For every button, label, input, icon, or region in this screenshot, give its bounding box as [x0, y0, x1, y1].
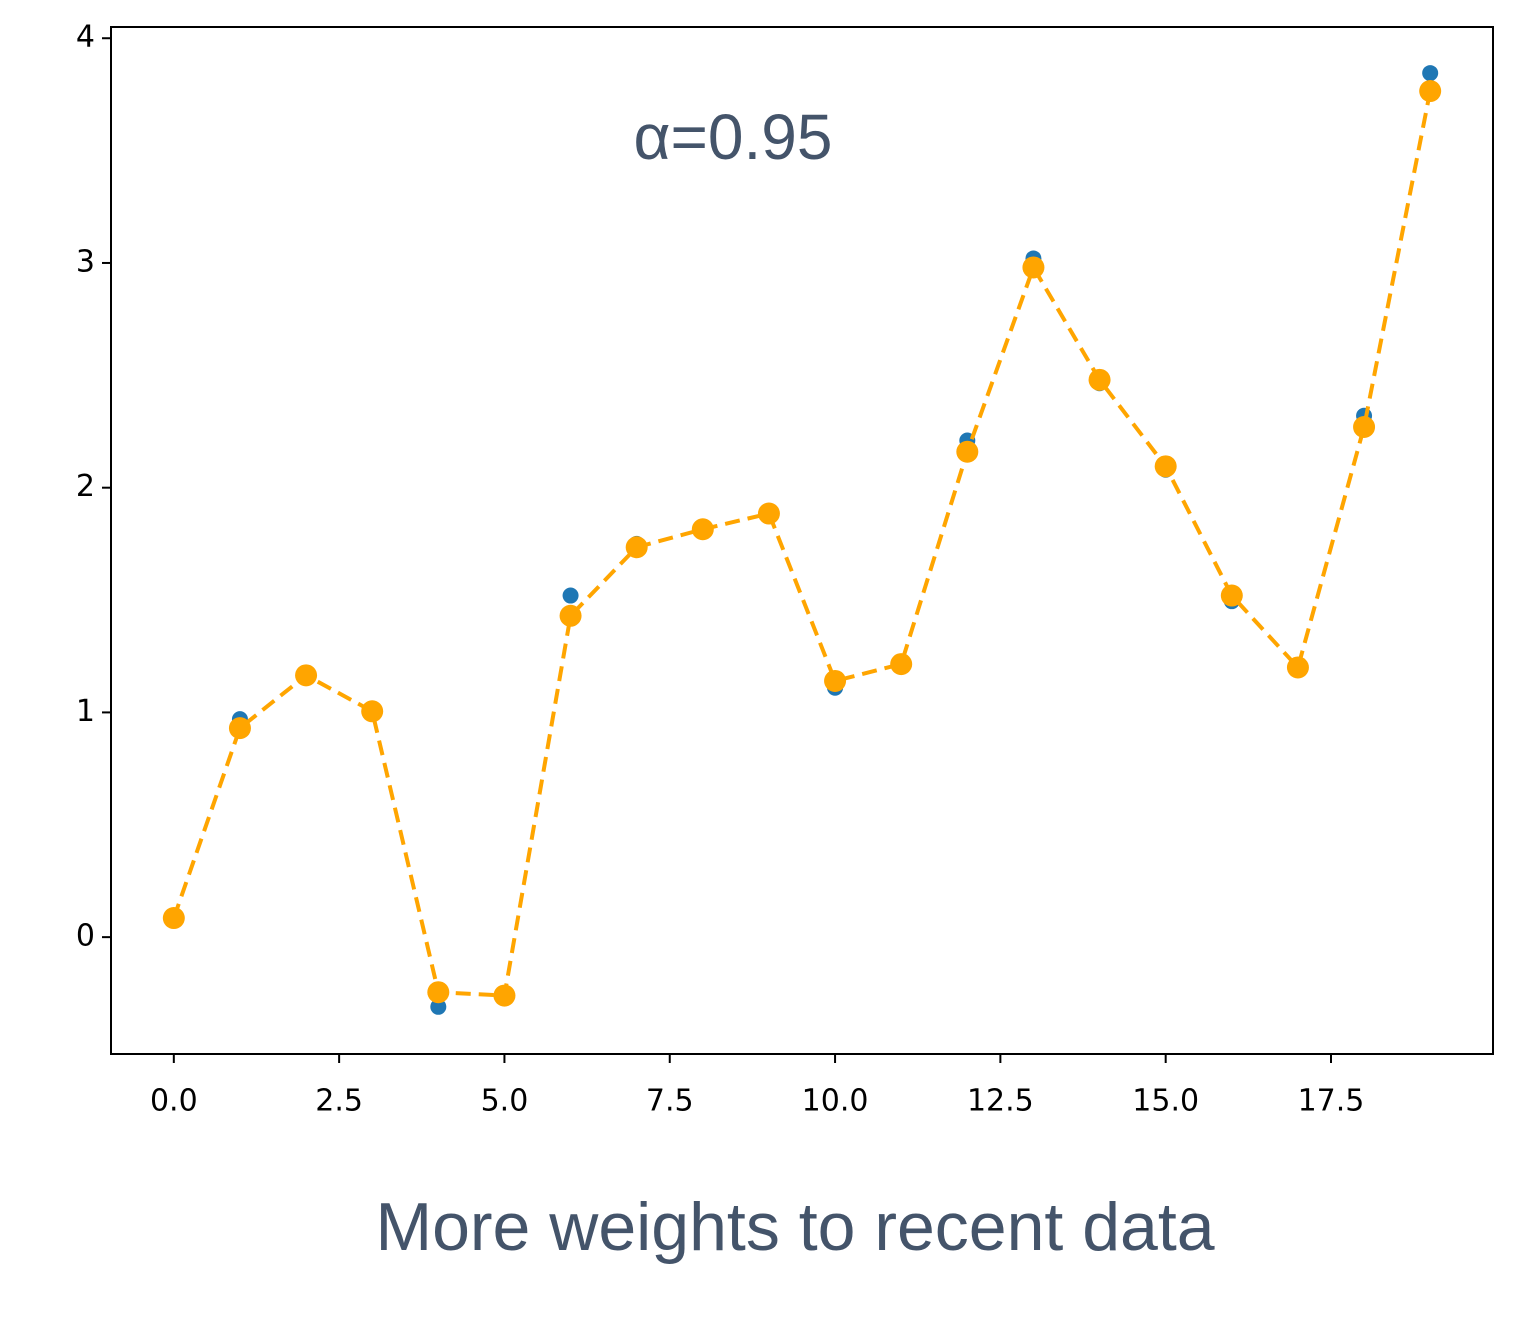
point	[295, 664, 318, 687]
point	[625, 536, 648, 559]
point	[162, 907, 185, 930]
x-tick-label: 7.5	[646, 1084, 694, 1119]
point	[1154, 455, 1177, 478]
y-tick-label: 1	[76, 694, 95, 729]
point	[228, 717, 251, 740]
point	[562, 587, 579, 604]
point	[1353, 416, 1376, 439]
point	[1422, 65, 1439, 82]
point	[493, 984, 516, 1007]
x-tick-label: 10.0	[802, 1084, 869, 1119]
point	[1419, 80, 1442, 103]
y-tick-label: 0	[76, 919, 95, 954]
x-tick-label: 5.0	[481, 1084, 529, 1119]
x-tick-label: 17.5	[1298, 1084, 1365, 1119]
point	[1022, 256, 1045, 279]
point	[890, 653, 913, 676]
y-tick-label: 4	[76, 20, 95, 55]
point	[427, 981, 450, 1004]
x-tick-label: 0.0	[150, 1084, 198, 1119]
point	[691, 518, 714, 541]
caption: More weights to recent data	[375, 1189, 1214, 1265]
x-tick-label: 12.5	[967, 1084, 1034, 1119]
point	[430, 998, 447, 1015]
point	[824, 669, 847, 692]
point	[559, 604, 582, 627]
annotation: α=0.95	[634, 101, 833, 173]
point	[757, 502, 780, 525]
y-tick-label: 2	[76, 469, 95, 504]
point	[956, 440, 979, 463]
x-tick-label: 15.0	[1132, 1084, 1199, 1119]
point	[1220, 584, 1243, 607]
point	[361, 700, 384, 723]
x-tick-label: 2.5	[315, 1084, 363, 1119]
point	[1286, 656, 1309, 679]
point	[1088, 368, 1111, 391]
plot-frame	[110, 26, 1494, 1055]
y-tick-label: 3	[76, 244, 95, 279]
series-line	[171, 90, 1433, 998]
